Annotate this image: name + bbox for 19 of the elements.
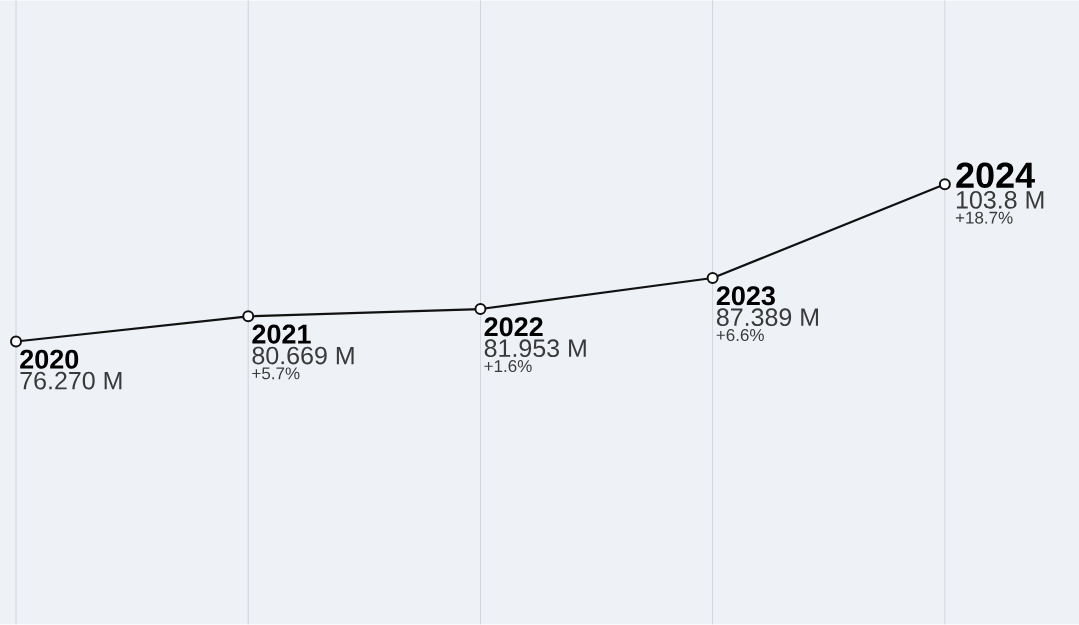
x-tick-label: 2020 bbox=[20, 349, 79, 369]
point bbox=[10, 335, 23, 348]
x-tick-label: 2024 bbox=[956, 162, 1035, 189]
text: +5.7% bbox=[252, 367, 300, 380]
data-label: 80.669 M bbox=[252, 346, 354, 365]
x-tick-label: 2023 bbox=[716, 286, 775, 306]
point bbox=[706, 272, 719, 285]
annotation: +18.7% bbox=[955, 211, 1013, 224]
text: +1.6% bbox=[484, 360, 532, 373]
point bbox=[474, 303, 487, 316]
point bbox=[938, 178, 951, 191]
data-label: 81.953 M bbox=[484, 339, 586, 358]
x-tick-label: 2021 bbox=[252, 324, 311, 344]
data-label: 76.270 M bbox=[20, 371, 122, 390]
annotation: +6.6% bbox=[716, 329, 764, 342]
data-label: 103.8 M bbox=[956, 191, 1044, 209]
point bbox=[242, 310, 255, 323]
x-tick-label: 2022 bbox=[484, 317, 543, 337]
data-label: 87.389 M bbox=[716, 308, 818, 327]
